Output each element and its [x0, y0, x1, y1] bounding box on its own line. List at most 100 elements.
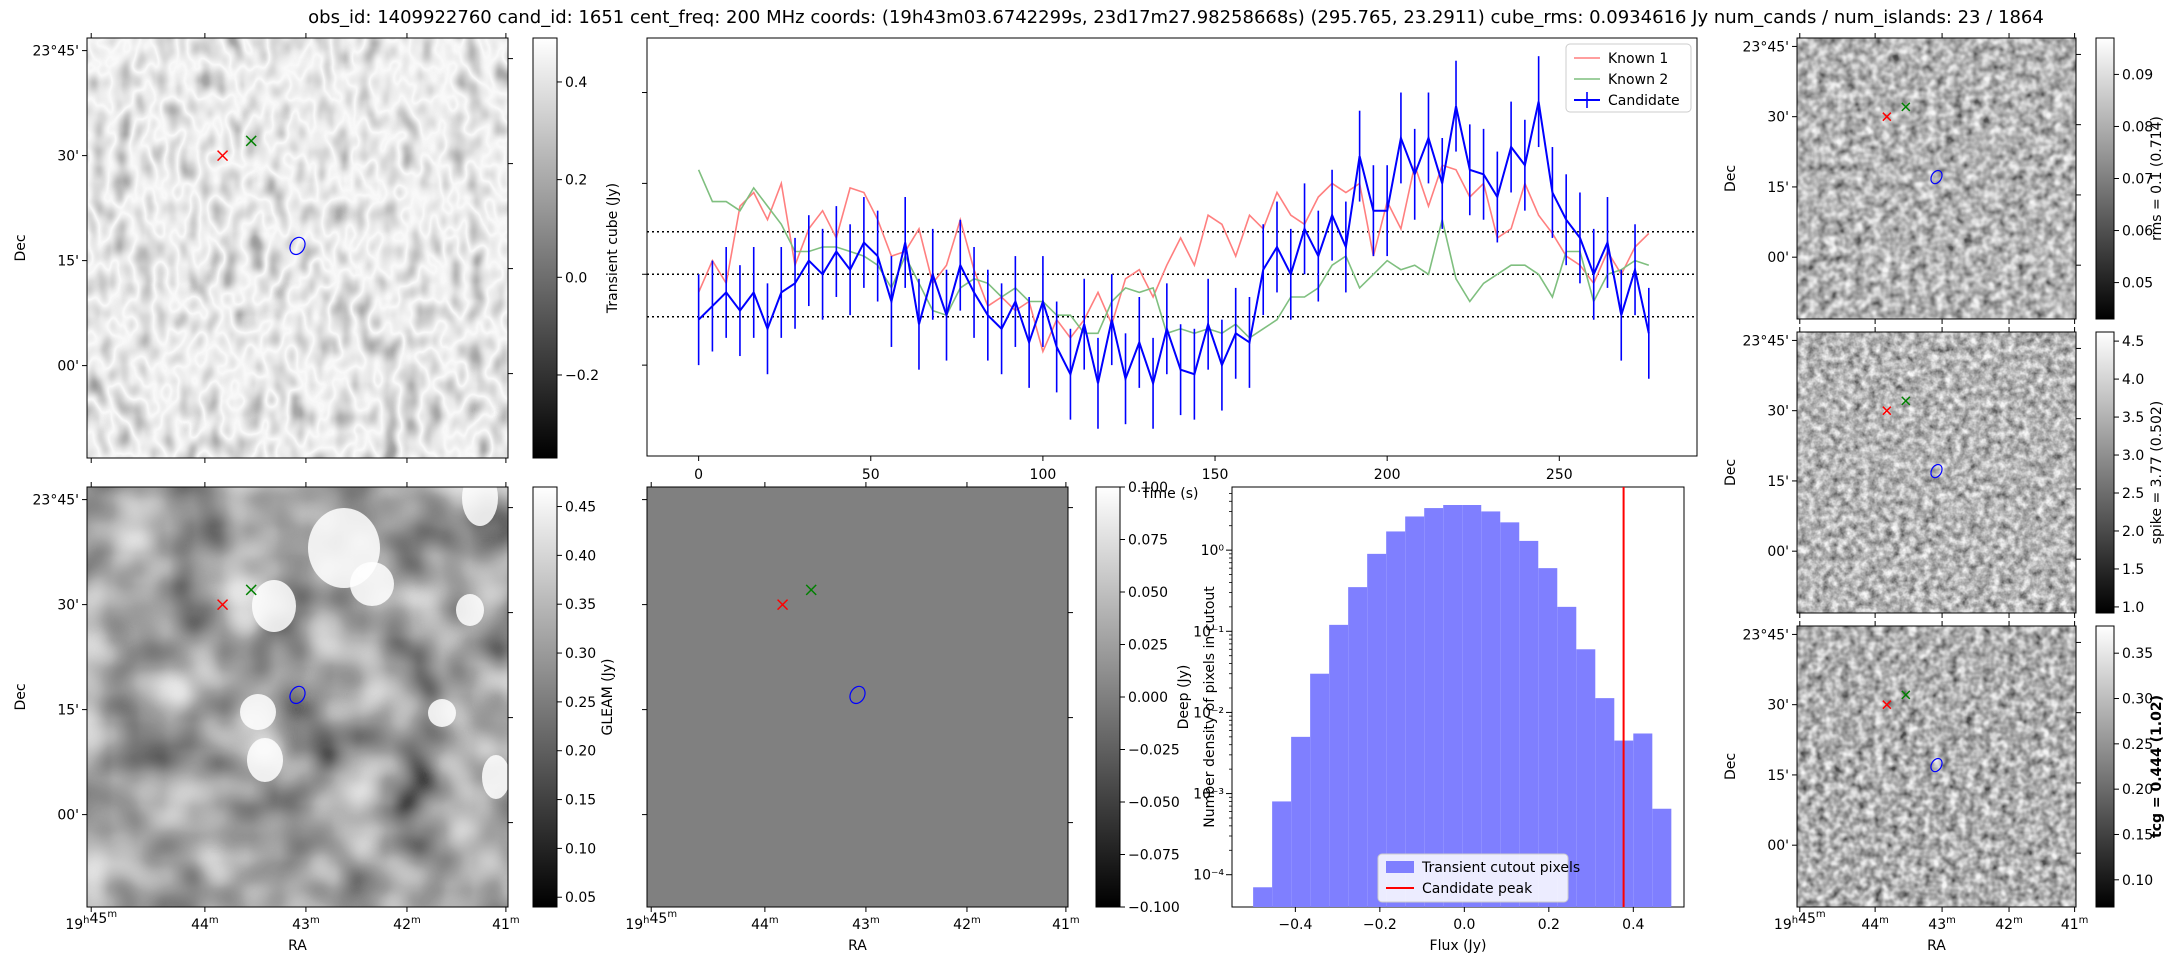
histogram-bar — [1291, 736, 1311, 907]
colorbar-label: rms = 0.1 (0.714) — [2149, 116, 2165, 241]
series-line-candidate — [697, 101, 1650, 387]
gleam-source — [462, 470, 498, 526]
colorbar-rms: 0.09 0.08 0.07 0.06 0.05 rms = 0.1 (0.714) — [2095, 37, 2165, 320]
x-tick-label: 50 — [862, 467, 880, 483]
legend-entry: Transient cutout pixels — [1421, 860, 1580, 876]
colorbar-tick-label: 0.06 — [2122, 224, 2153, 240]
image-frame — [1796, 331, 2077, 614]
x-tick-label: 150 — [1202, 467, 1229, 483]
dec-tick-label: 23°45' — [33, 44, 79, 60]
lightcurve-legend: Known 1 Known 2 Candidate — [1565, 43, 1692, 113]
colorbar-tick-label: 1.5 — [2122, 562, 2144, 578]
image-frame — [86, 486, 509, 908]
legend-entry: Known 2 — [1608, 72, 1668, 88]
candidate-marker — [217, 599, 229, 611]
ra-tick-label: 19h45m — [625, 909, 677, 933]
histogram-bar — [1576, 649, 1596, 907]
colorbar-tick-label: 0.10 — [2122, 873, 2153, 889]
histogram-bars — [1253, 505, 1672, 907]
candidate-marker — [1882, 406, 1892, 416]
colorbar-tick-label: 0.25 — [2122, 737, 2153, 753]
histogram-bar — [1310, 673, 1330, 907]
known-source-marker — [1901, 396, 1911, 406]
colorbar-tick-label: 0.07 — [2122, 172, 2153, 188]
colorbar-tick-label: 3.5 — [2122, 410, 2144, 426]
colorbar-tick-label: 0.4 — [565, 75, 587, 91]
dec-tick-label: 00' — [1767, 544, 1789, 560]
colorbar-tick-label: 0.25 — [565, 695, 596, 711]
colorbar-transient-cube: 0.4 0.2 0.0 −0.2 Transient cube (Jy) — [532, 37, 621, 459]
colorbar-tick-label: 0.09 — [2122, 67, 2153, 83]
dec-tick-label: 15' — [1767, 474, 1789, 490]
image-panel-tcg: 23°45' 30' 15' 00' Dec 19h45m 44m 43m 42m 41m RA 0.… — [1723, 621, 2165, 954]
ra-tick-label: 43m — [1928, 915, 1956, 933]
x-tick-label: 250 — [1546, 467, 1573, 483]
colorbar-tick-label: 0.050 — [1128, 585, 1168, 601]
colorbar-tick-label: 0.20 — [565, 744, 596, 760]
beam-ellipse — [289, 685, 306, 705]
ra-tick-label: 19h45m — [1774, 909, 1826, 933]
colorbar-label: tcg = 0.444 (1.02) — [2149, 695, 2165, 838]
colorbar-tick-label: −0.100 — [1128, 900, 1180, 916]
candidate-marker — [1882, 112, 1892, 122]
image-transient_cube — [87, 38, 508, 458]
ra-tick-label: 42m — [953, 915, 981, 933]
colorbar-gleam: 0.45 0.40 0.35 0.30 0.25 0.20 0.15 0.10 0.05 GLEA… — [532, 486, 616, 908]
colorbar-tick-label: 0.05 — [2122, 276, 2153, 292]
y-axis-label: Number density of pixels in cutout — [1202, 586, 1218, 828]
dec-tick-label: 23°45' — [33, 493, 79, 509]
dec-tick-label: 15' — [57, 254, 79, 270]
known-source-marker — [805, 584, 817, 596]
colorbar-tick-label: 0.45 — [565, 500, 596, 516]
x-tick-label: −0.2 — [1363, 917, 1397, 933]
image-frame — [86, 37, 509, 459]
image-gleam — [87, 487, 508, 907]
image-panels: 23°45' 30' 15' 00' Dec 0.4 0.2 0.0 −0.2 Transient… — [13, 33, 2165, 954]
candidate-marker — [217, 150, 229, 162]
gleam-source — [240, 694, 276, 730]
histogram-bar — [1462, 505, 1482, 907]
legend-swatch — [1386, 861, 1414, 873]
beam-ellipse — [1930, 169, 1943, 185]
x-tick-label: 0.2 — [1538, 917, 1560, 933]
y-tick-label: 10⁻³ — [1193, 787, 1224, 803]
histogram-bar — [1329, 624, 1349, 907]
gleam-source — [456, 594, 484, 626]
image-tcg — [1797, 626, 2076, 907]
dec-tick-label: 30' — [1767, 110, 1789, 126]
gleam-source — [428, 699, 456, 727]
image-deep — [647, 487, 1068, 907]
ra-tick-label: 41m — [2061, 915, 2089, 933]
colorbar-tick-label: 2.5 — [2122, 486, 2144, 502]
legend-entry: Candidate peak — [1422, 881, 1533, 897]
colorbar-tick-label: 0.0 — [565, 270, 587, 286]
histogram-plot: −0.4 −0.2 0.0 0.2 0.4 10⁰ 10⁻¹ 10⁻² 10⁻³ 10⁻⁴ Flux… — [1193, 486, 1685, 954]
colorbar-tick-label: −0.050 — [1128, 795, 1180, 811]
ra-tick-label: 43m — [292, 915, 320, 933]
colorbar-deep: 0.100 0.075 0.050 0.025 0.000 −0.025 −0.050 −0.… — [1095, 480, 1192, 916]
x-tick-label: 0.4 — [1622, 917, 1644, 933]
colorbar-tcg: 0.35 0.30 0.25 0.20 0.15 0.10 tcg = 0.444 (1.0… — [2095, 625, 2165, 908]
histogram-bar — [1386, 531, 1406, 907]
ra-tick-label: 42m — [393, 915, 421, 933]
histogram-bar — [1519, 540, 1539, 907]
histogram-bar — [1652, 808, 1672, 907]
gleam-source — [482, 755, 510, 799]
histogram-bar — [1272, 801, 1292, 907]
histogram-bar — [1595, 698, 1615, 907]
histogram-bar — [1253, 887, 1273, 907]
colorbar-tick-label: 0.20 — [2122, 782, 2153, 798]
colorbar-tick-label: 0.30 — [565, 646, 596, 662]
colorbar-tick-label: 0.05 — [565, 890, 596, 906]
image-panel-deep: 19h45m 44m 43m 42m 41m RA 0.100 0.075 0.050 0.025… — [625, 480, 1192, 954]
histogram-legend: Transient cutout pixels Candidate peak — [1377, 853, 1580, 903]
dec-axis-label: Dec — [13, 683, 29, 710]
colorbar-tick-label: 2.0 — [2122, 524, 2144, 540]
histogram-bar — [1538, 568, 1558, 907]
image-frame — [646, 486, 1069, 908]
known-source-marker — [1901, 690, 1911, 700]
candidate-marker — [777, 599, 789, 611]
dec-axis-label: Dec — [1723, 165, 1739, 192]
image-frame — [1796, 625, 2077, 908]
